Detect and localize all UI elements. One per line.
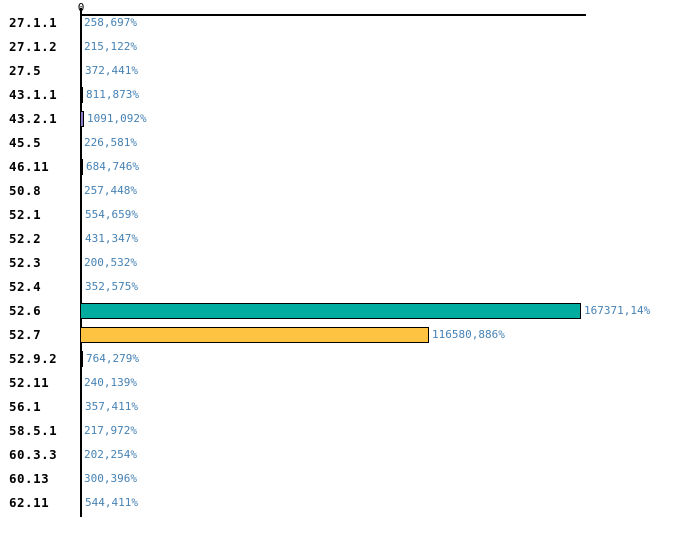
chart-row: 52.6 167371,14% — [0, 299, 700, 323]
category-label: 52.11 — [9, 375, 50, 390]
chart-row: 52.4 352,575% — [0, 275, 700, 299]
bar — [80, 375, 82, 391]
bar — [80, 303, 581, 319]
chart-rows: 27.1.1 258,697% 27.1.2 215,122% 27.5 372,441%… — [0, 11, 700, 515]
chart-row: 52.9.2 764,279% — [0, 347, 700, 371]
category-label: 62.11 — [9, 495, 50, 510]
category-label: 58.5.1 — [9, 423, 58, 438]
value-label: 357,411% — [85, 400, 138, 413]
chart-row: 27.1.2 215,122% — [0, 35, 700, 59]
bar — [80, 471, 82, 487]
bar — [80, 87, 83, 103]
value-label: 764,279% — [86, 352, 139, 365]
category-label: 50.8 — [9, 183, 42, 198]
bar — [80, 255, 82, 271]
bar — [80, 15, 82, 31]
chart-row: 60.3.3 202,254% — [0, 443, 700, 467]
value-label: 300,396% — [84, 472, 137, 485]
category-label: 52.6 — [9, 303, 42, 318]
bar — [80, 279, 82, 295]
x-axis-line — [80, 14, 586, 16]
chart-row: 52.1 554,659% — [0, 203, 700, 227]
value-label: 258,697% — [84, 16, 137, 29]
bar — [80, 423, 82, 439]
category-label: 52.9.2 — [9, 351, 58, 366]
bar — [80, 399, 82, 415]
value-label: 167371,14% — [584, 304, 651, 317]
bar — [80, 327, 429, 343]
bar — [80, 351, 83, 367]
axis-origin-label: 0 — [77, 1, 85, 14]
value-label: 116580,886% — [432, 328, 505, 341]
category-label: 27.1.2 — [9, 39, 58, 54]
value-label: 554,659% — [85, 208, 138, 221]
category-label: 43.2.1 — [9, 111, 58, 126]
value-label: 257,448% — [84, 184, 137, 197]
chart-row: 45.5 226,581% — [0, 131, 700, 155]
bar — [80, 183, 82, 199]
value-label: 684,746% — [86, 160, 139, 173]
bar — [80, 231, 82, 247]
category-label: 52.2 — [9, 231, 42, 246]
category-label: 52.1 — [9, 207, 42, 222]
value-label: 372,441% — [85, 64, 138, 77]
category-label: 52.7 — [9, 327, 42, 342]
value-label: 1091,092% — [87, 112, 147, 125]
category-label: 45.5 — [9, 135, 42, 150]
chart-row: 60.13 300,396% — [0, 467, 700, 491]
bar — [80, 39, 82, 55]
value-label: 352,575% — [85, 280, 138, 293]
value-label: 240,139% — [84, 376, 137, 389]
category-label: 52.3 — [9, 255, 42, 270]
category-label: 27.5 — [9, 63, 42, 78]
bar — [80, 447, 82, 463]
chart-row: 27.5 372,441% — [0, 59, 700, 83]
bar — [80, 495, 82, 511]
category-label: 27.1.1 — [9, 15, 58, 30]
chart-row: 62.11 544,411% — [0, 491, 700, 515]
value-label: 217,972% — [84, 424, 137, 437]
value-label: 226,581% — [84, 136, 137, 149]
category-label: 56.1 — [9, 399, 42, 414]
chart-row: 52.2 431,347% — [0, 227, 700, 251]
chart-row: 56.1 357,411% — [0, 395, 700, 419]
value-label: 544,411% — [85, 496, 138, 509]
chart-row: 58.5.1 217,972% — [0, 419, 700, 443]
bar — [80, 63, 82, 79]
chart-row: 50.8 257,448% — [0, 179, 700, 203]
value-label: 811,873% — [86, 88, 139, 101]
bar — [80, 111, 84, 127]
category-label: 60.3.3 — [9, 447, 58, 462]
chart-row: 52.3 200,532% — [0, 251, 700, 275]
chart-row: 43.2.1 1091,092% — [0, 107, 700, 131]
chart-row: 52.11 240,139% — [0, 371, 700, 395]
bar — [80, 135, 82, 151]
category-label: 52.4 — [9, 279, 42, 294]
value-label: 202,254% — [84, 448, 137, 461]
chart-row: 27.1.1 258,697% — [0, 11, 700, 35]
chart-row: 43.1.1 811,873% — [0, 83, 700, 107]
bar — [80, 159, 83, 175]
value-label: 215,122% — [84, 40, 137, 53]
category-label: 43.1.1 — [9, 87, 58, 102]
chart-row: 52.7 116580,886% — [0, 323, 700, 347]
value-label: 431,347% — [85, 232, 138, 245]
value-label: 200,532% — [84, 256, 137, 269]
category-label: 60.13 — [9, 471, 50, 486]
bar — [80, 207, 82, 223]
category-label: 46.11 — [9, 159, 50, 174]
chart-row: 46.11 684,746% — [0, 155, 700, 179]
